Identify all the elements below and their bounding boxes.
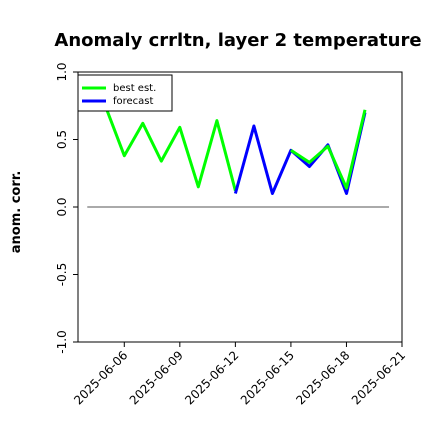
legend: best est. forecast [77,74,173,112]
x-tick-label: 2025-06-06 [71,348,130,407]
x-tick-label: 2025-06-21 [349,348,408,407]
y-tick-label: 0.5 [55,130,69,149]
series-line [233,112,367,195]
legend-label-forecast: forecast [113,96,154,107]
series-line [290,109,367,190]
y-tick-label: -0.5 [55,263,69,286]
legend-label-best-est: best est. [113,83,156,94]
x-tick-label: 2025-06-12 [182,348,241,407]
y-tick-label: 1.0 [55,62,69,81]
y-axis-label: anom. corr. [9,171,24,254]
x-tick-label: 2025-06-09 [127,348,186,407]
legend-box [77,74,173,112]
y-tick-label: 0.0 [55,197,69,216]
y-tick-label: -1.0 [55,330,69,353]
x-tick-label: 2025-06-15 [238,348,297,407]
x-tick-label: 2025-06-18 [293,348,352,407]
series-line [104,106,237,192]
chart-title: Anomaly crrltn, layer 2 temperature [54,30,421,51]
